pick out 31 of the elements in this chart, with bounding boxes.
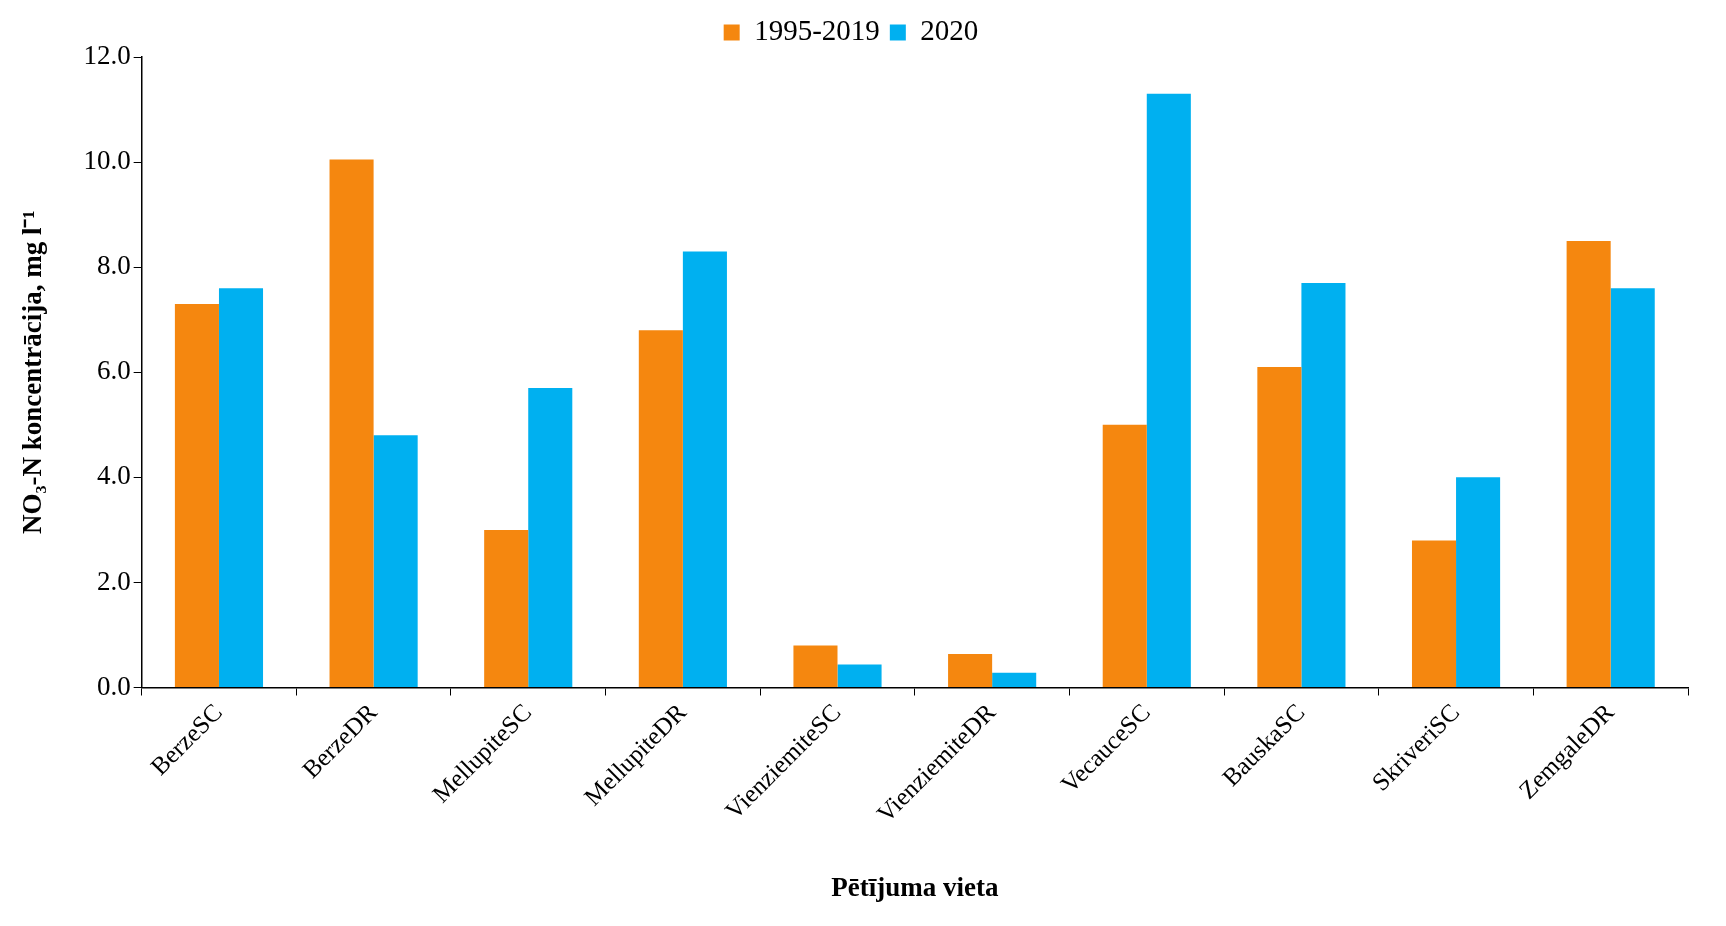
bar	[638, 330, 683, 688]
bar	[218, 288, 264, 688]
x-axis-title: Pētījuma vieta	[831, 871, 999, 902]
y-tick-label: 4.0	[96, 460, 131, 491]
y-tick-label: 2.0	[96, 565, 131, 596]
bar	[948, 653, 993, 688]
y-tick-label: 6.0	[96, 355, 131, 386]
bar	[1146, 93, 1191, 688]
y-tick-label: 0.0	[96, 670, 131, 701]
bar	[1102, 424, 1147, 688]
y-tick-label: 12.0	[83, 40, 131, 71]
y-tick-label: 10.0	[83, 145, 131, 176]
y-tick-label: 8.0	[96, 250, 131, 281]
legend-label: 2020	[920, 14, 979, 47]
y-axis-title: NO₃-N koncentrācija, mg l⁻¹	[17, 210, 48, 535]
bar	[1411, 540, 1457, 688]
bar	[528, 388, 573, 688]
bar	[329, 159, 374, 688]
bar	[1301, 282, 1346, 688]
bar	[837, 664, 882, 688]
bar	[1566, 240, 1611, 688]
bar	[1456, 477, 1501, 688]
legend-label: 1995-2019	[754, 14, 880, 47]
bar	[992, 672, 1037, 688]
bar	[1610, 288, 1655, 688]
bar	[793, 645, 838, 688]
bar	[174, 303, 219, 688]
bar	[1257, 367, 1302, 688]
bar	[484, 529, 529, 688]
bar	[373, 435, 418, 688]
bar	[682, 251, 727, 688]
